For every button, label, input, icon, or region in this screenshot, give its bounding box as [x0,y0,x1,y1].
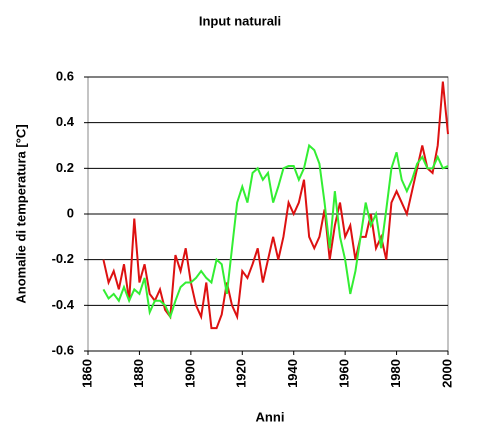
y-tick-label: -0.6 [52,342,74,357]
chart-title: Input naturali [199,13,281,28]
x-tick-label: 1920 [234,359,249,388]
x-tick-label: 1980 [388,359,403,388]
x-tick-label: 1940 [285,359,300,388]
y-tick-label: -0.2 [52,251,74,266]
y-tick-label: 0.2 [56,160,74,175]
y-axis-label: Anomalie di temperatura [°C] [13,124,28,303]
y-tick-label: -0.4 [52,297,75,312]
x-tick-label: 2000 [439,359,454,388]
series-line [102,143,449,320]
y-tick-label: 0 [67,205,74,220]
x-tick-label: 1880 [131,359,146,388]
y-tick-label: 0.6 [56,68,74,83]
x-tick-label: 1900 [182,359,197,388]
series-line [102,81,449,330]
x-tick-label: 1860 [79,359,94,388]
x-axis-label: Anni [256,409,285,424]
x-tick-label: 1960 [337,359,352,388]
y-tick-label: 0.4 [56,114,75,129]
